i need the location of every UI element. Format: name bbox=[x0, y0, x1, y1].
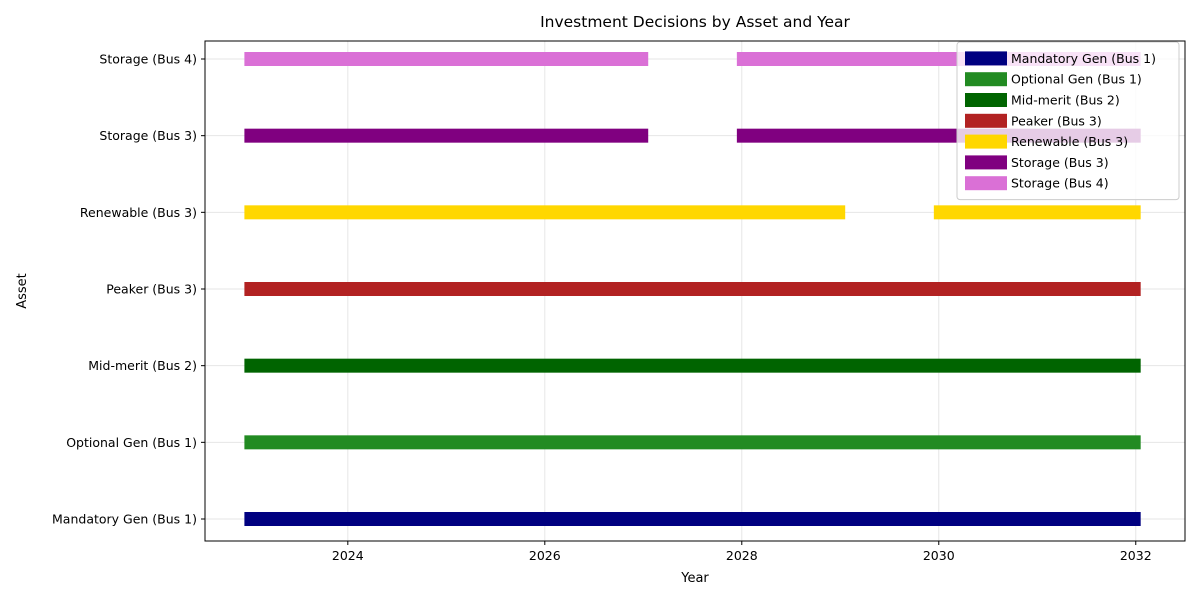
legend-label: Renewable (Bus 3) bbox=[1011, 134, 1128, 149]
y-tick-label: Renewable (Bus 3) bbox=[80, 205, 197, 220]
y-axis-ticks: Mandatory Gen (Bus 1) Optional Gen (Bus 1… bbox=[52, 52, 205, 527]
y-tick-label: Mid-merit (Bus 2) bbox=[88, 358, 197, 373]
legend-label: Peaker (Bus 3) bbox=[1011, 113, 1102, 128]
y-axis-label: Asset bbox=[15, 273, 30, 309]
legend-swatch bbox=[965, 155, 1007, 170]
legend-label: Mandatory Gen (Bus 1) bbox=[1011, 51, 1156, 66]
bar-segment bbox=[244, 205, 846, 220]
y-tick-label: Optional Gen (Bus 1) bbox=[66, 435, 197, 450]
legend-swatch bbox=[965, 51, 1007, 66]
x-tick-label: 2024 bbox=[332, 548, 364, 563]
bar-segment bbox=[933, 205, 1141, 220]
y-tick-label: Storage (Bus 4) bbox=[99, 52, 197, 67]
bar-segment bbox=[244, 358, 1141, 373]
legend-label: Mid-merit (Bus 2) bbox=[1011, 93, 1120, 108]
bars bbox=[244, 52, 1141, 526]
x-tick-label: 2026 bbox=[529, 548, 561, 563]
chart-title: Investment Decisions by Asset and Year bbox=[540, 13, 850, 31]
legend-frame bbox=[956, 41, 1180, 201]
x-tick-label: 2030 bbox=[923, 548, 955, 563]
bar-segment bbox=[244, 52, 649, 66]
legend-swatch bbox=[965, 176, 1007, 191]
plot-frame bbox=[204, 40, 1186, 542]
legend-label: Storage (Bus 3) bbox=[1011, 155, 1109, 170]
legend-swatch bbox=[965, 113, 1007, 128]
x-axis-label: Year bbox=[680, 571, 709, 586]
x-tick-label: 2028 bbox=[726, 548, 758, 563]
x-tick-label: 2032 bbox=[1120, 548, 1152, 563]
legend-swatch bbox=[965, 72, 1007, 87]
legend-label: Optional Gen (Bus 1) bbox=[1011, 72, 1142, 87]
bar-segment bbox=[244, 282, 1141, 296]
legend-label: Storage (Bus 4) bbox=[1011, 176, 1109, 191]
y-tick-label: Storage (Bus 3) bbox=[99, 128, 197, 143]
y-tick-label: Mandatory Gen (Bus 1) bbox=[52, 512, 197, 527]
legend: Mandatory Gen (Bus 1) Optional Gen (Bus 1… bbox=[956, 41, 1180, 201]
y-tick-label: Peaker (Bus 3) bbox=[106, 282, 197, 297]
legend-swatch bbox=[965, 134, 1007, 149]
x-axis-ticks: 2024 2026 2028 2030 2032 bbox=[332, 541, 1152, 563]
legend-swatch bbox=[965, 93, 1007, 107]
bar-segment bbox=[244, 512, 1141, 526]
bar-segment bbox=[244, 128, 649, 143]
bar-segment bbox=[244, 435, 1141, 450]
